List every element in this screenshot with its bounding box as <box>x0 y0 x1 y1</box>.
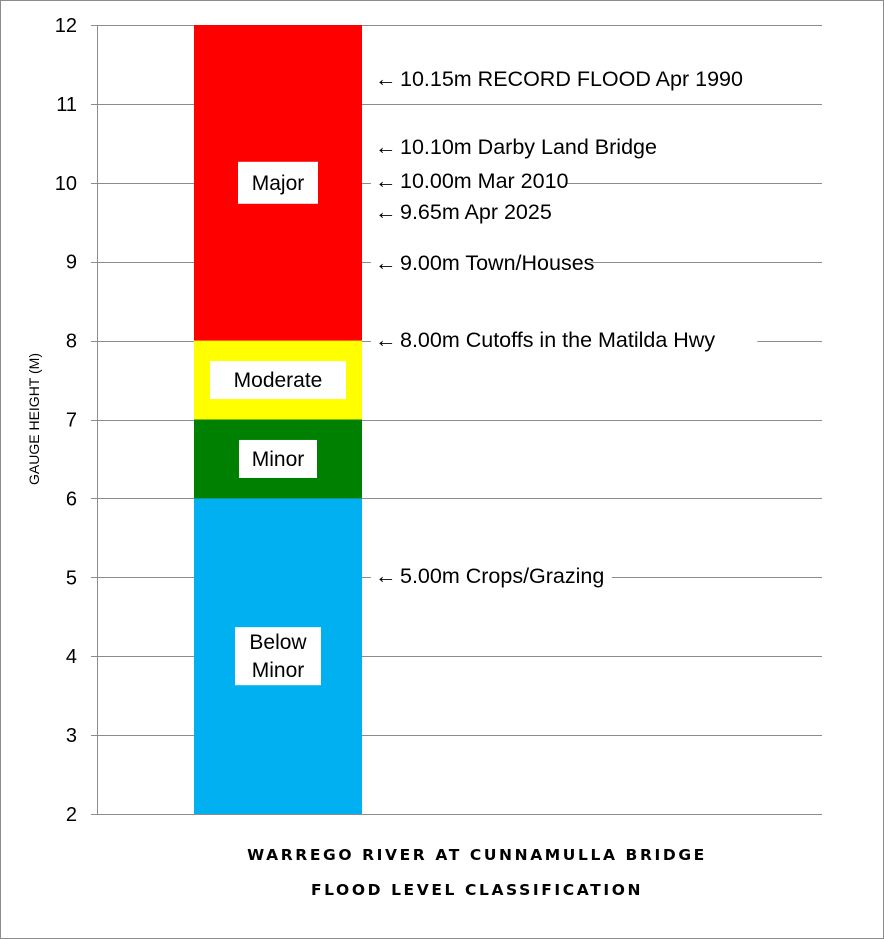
annotation-bg-3 <box>371 199 556 225</box>
annotation-arrow-2: ← <box>375 169 397 193</box>
chart-caption: WARREGO RIVER AT CUNNAMULLA BRIDGE FLOOD … <box>247 846 707 899</box>
annotation-bg-5 <box>371 327 758 353</box>
band-label-3-0: Major <box>252 172 305 195</box>
annotation-bg-6 <box>371 563 612 589</box>
y-tick-label-2: 2 <box>66 804 77 826</box>
annotation-bg-2 <box>371 168 567 194</box>
caption-line-0: WARREGO RIVER AT CUNNAMULLA BRIDGE <box>247 846 707 864</box>
band-label-1-0: Minor <box>252 448 305 471</box>
y-axis-title: GAUGE HEIGHT (M) <box>26 353 42 485</box>
annotation-bg-1 <box>371 134 668 160</box>
annotation-bg-0 <box>371 66 713 92</box>
band-label-box-0 <box>235 627 321 686</box>
band-label-0-0: Below <box>249 631 307 654</box>
band-label-box-2 <box>210 361 346 400</box>
annotation-arrow-5: ← <box>375 328 397 352</box>
annotation-arrow-4: ← <box>375 251 397 275</box>
y-tick-label-5: 5 <box>66 567 77 589</box>
annotation-arrow-3: ← <box>375 200 397 224</box>
annotations: ← 10.15m RECORD FLOOD Apr 1990← 10.10m Dar… <box>371 66 758 589</box>
annotation-arrow-6: ← <box>375 564 397 588</box>
y-axis: 2 3 4 5 6 7 8 9 10 11 12 <box>55 15 98 826</box>
y-tick-label-11: 11 <box>56 94 77 116</box>
annotation-bg-4 <box>371 250 590 276</box>
y-tick-label-10: 10 <box>55 173 77 195</box>
annotation-5: 8.00m Cutoffs in the Matilda Hwy <box>400 328 715 352</box>
y-tick-label-3: 3 <box>66 725 77 747</box>
band-label-box-1 <box>239 439 317 478</box>
annotation-1: 10.10m Darby Land Bridge <box>400 135 657 159</box>
band-label-2-0: Moderate <box>234 369 323 392</box>
annotation-6: 5.00m Crops/Grazing <box>400 564 604 588</box>
classification-bar: Below Minor Minor Moderate Major <box>194 25 362 814</box>
annotation-2: 10.00m Mar 2010 <box>400 169 569 193</box>
annotation-arrow-0: ← <box>375 67 397 91</box>
annotation-arrow-1: ← <box>375 135 397 159</box>
caption-line-1: FLOOD LEVEL CLASSIFICATION <box>311 881 643 899</box>
y-tick-label-4: 4 <box>66 646 77 668</box>
y-tick-label-9: 9 <box>66 252 77 274</box>
band-label-0-1: Minor <box>252 659 305 682</box>
y-tick-label-8: 8 <box>66 331 77 353</box>
annotation-3: 9.65m Apr 2025 <box>400 200 552 224</box>
y-tick-label-6: 6 <box>66 488 77 510</box>
band-label-box-3 <box>238 161 318 204</box>
y-tick-label-12: 12 <box>55 15 77 37</box>
annotation-4: 9.00m Town/Houses <box>400 251 594 275</box>
y-tick-label-7: 7 <box>66 410 77 432</box>
annotation-0: 10.15m RECORD FLOOD Apr 1990 <box>400 67 743 91</box>
